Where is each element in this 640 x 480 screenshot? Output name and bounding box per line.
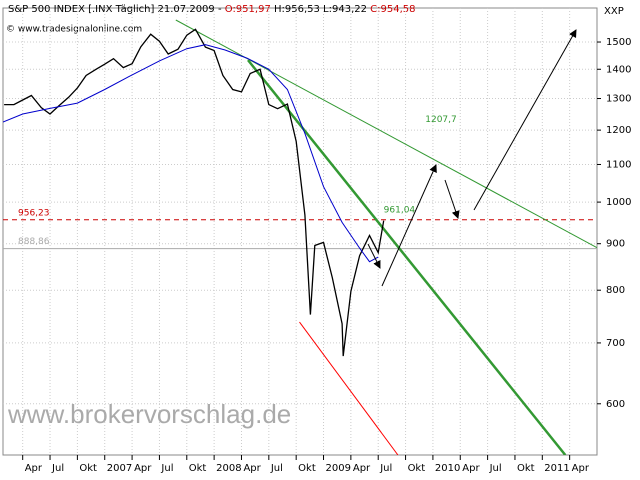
x-tick-label: Apr xyxy=(572,463,590,474)
axis-label: XXP xyxy=(604,6,624,17)
x-tick-label: 2010 xyxy=(435,463,460,474)
annotation: 1207,7 xyxy=(425,115,457,125)
header-part: O:951,97 xyxy=(225,4,271,15)
reference-label: 956,23 xyxy=(18,208,50,218)
x-tick-label: 2009 xyxy=(326,463,351,474)
x-tick-label: Apr xyxy=(353,463,371,474)
x-tick-label: Apr xyxy=(25,463,43,474)
trend-line xyxy=(247,59,567,455)
chart-header: S&P 500 INDEX [.INX Täglich] 21.07.2009 … xyxy=(8,4,416,15)
x-tick-label: 2007 xyxy=(107,463,132,474)
annotation: 961,04 xyxy=(384,205,416,215)
y-tick-label: 600 xyxy=(606,399,625,410)
arrow xyxy=(381,164,437,287)
x-tick-label: Jul xyxy=(270,463,283,474)
x-tick-label: Okt xyxy=(189,463,207,474)
header-part: S&P 500 INDEX [.INX Täglich] 21.07.2009 … xyxy=(8,4,225,15)
arrow xyxy=(444,179,460,219)
projection-arrows xyxy=(367,29,577,287)
y-tick-label: 1300 xyxy=(606,94,631,105)
y-tick-label: 1000 xyxy=(606,197,631,208)
x-tick-label: Jul xyxy=(489,463,502,474)
x-tick-label: Jul xyxy=(160,463,173,474)
source: © www.tradesignalonline.com xyxy=(6,25,142,35)
reference-label: 888,86 xyxy=(18,237,50,247)
x-tick-label: 2008 xyxy=(216,463,241,474)
trend-line xyxy=(299,321,399,455)
x-tick-label: 2011 xyxy=(544,463,569,474)
x-tick-label: Apr xyxy=(462,463,480,474)
x-tick-label: Apr xyxy=(134,463,152,474)
y-tick-label: 900 xyxy=(606,239,625,250)
watermark: www.brokervorschlag.de xyxy=(7,399,291,429)
x-tick-label: Jul xyxy=(51,463,64,474)
y-tick-label: 1400 xyxy=(606,64,631,75)
y-tick-label: 1100 xyxy=(606,159,631,170)
y-tick-label: 1500 xyxy=(606,37,631,48)
arrow xyxy=(473,29,577,211)
series-line xyxy=(4,28,385,357)
x-tick-label: Apr xyxy=(243,463,261,474)
series-line xyxy=(3,44,379,263)
x-tick-label: Okt xyxy=(517,463,535,474)
arrow xyxy=(367,243,381,269)
x-tick-label: Okt xyxy=(79,463,97,474)
x-tick-label: Okt xyxy=(298,463,316,474)
y-tick-label: 800 xyxy=(606,285,625,296)
header-part: H:956,53 L:943,22 xyxy=(271,4,370,15)
x-tick-label: Jul xyxy=(379,463,392,474)
y-tick-label: 700 xyxy=(606,338,625,349)
plot-frame xyxy=(2,7,598,456)
header-part: C:954,58 xyxy=(370,4,415,15)
y-tick-label: 1200 xyxy=(606,125,631,136)
x-tick-label: Okt xyxy=(408,463,426,474)
